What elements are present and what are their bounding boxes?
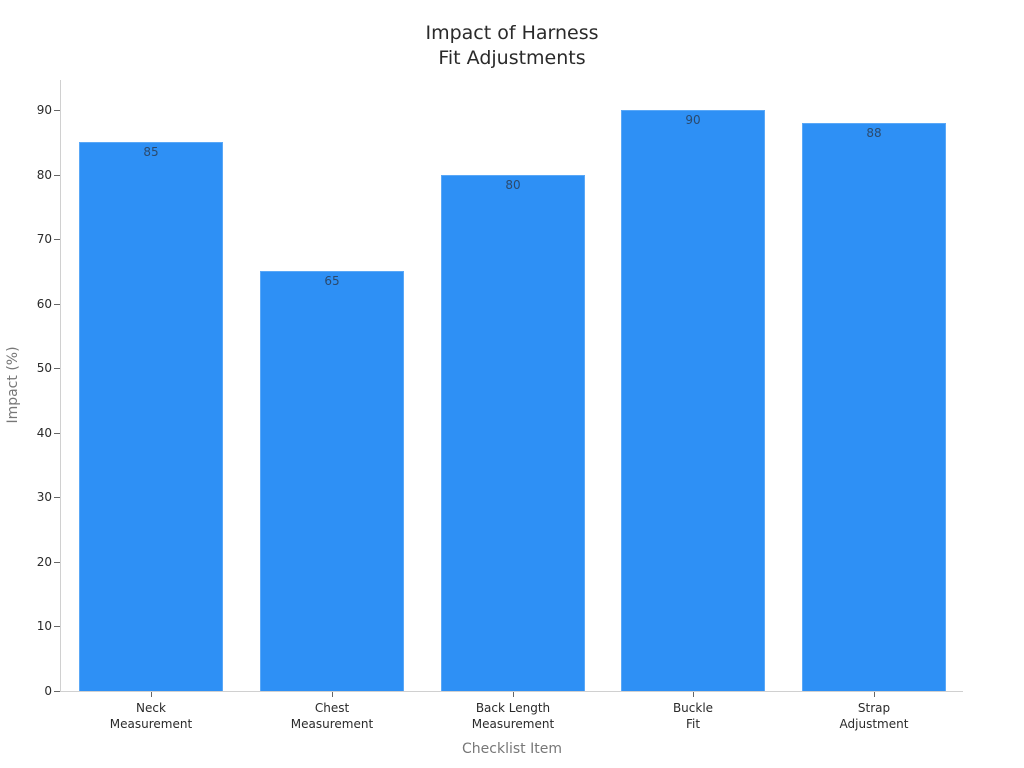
bar-neck-measurement: 85 xyxy=(79,142,223,691)
y-tick-label: 80 xyxy=(36,167,52,182)
x-tick-mark xyxy=(151,692,152,697)
y-tick-label: 90 xyxy=(36,103,52,117)
bar-value-label: 88 xyxy=(866,125,882,140)
y-tick-mark xyxy=(54,497,60,499)
y-tick-mark xyxy=(54,626,60,628)
x-axis-title: Checklist Item xyxy=(462,741,562,757)
chart-title: Impact of Harness Fit Adjustments xyxy=(0,21,1024,71)
y-tick-label: 40 xyxy=(36,425,52,440)
y-tick-label: 0 xyxy=(44,684,52,698)
x-tick-label-line: Adjustment xyxy=(839,717,909,731)
y-axis-title: Impact (%) xyxy=(5,346,21,424)
x-tick-label: Chest Measurement xyxy=(252,700,412,732)
y-tick-label: 70 xyxy=(36,232,52,247)
y-tick-label: 50 xyxy=(36,361,52,376)
y-tick-label: 10 xyxy=(36,619,52,634)
x-tick-label-line: Measurement xyxy=(109,717,193,731)
x-tick-label-line: Fit xyxy=(685,717,701,731)
x-tick-label: Neck Measurement xyxy=(71,700,231,732)
x-tick-label: Back Length Measurement xyxy=(433,700,593,732)
y-tick-mark xyxy=(54,561,60,563)
y-tick-mark xyxy=(54,432,60,434)
x-tick-label-line: Back Length xyxy=(475,701,551,715)
bar-value-label: 90 xyxy=(685,113,701,127)
bar-value-label: 80 xyxy=(505,177,521,192)
y-tick-mark xyxy=(54,239,60,241)
bar-value-label: 65 xyxy=(324,274,340,289)
y-tick-label: 30 xyxy=(36,490,52,505)
x-tick-label-line: Measurement xyxy=(471,717,555,731)
y-tick-mark xyxy=(54,303,60,305)
y-axis-line xyxy=(60,80,61,692)
x-tick-label: Buckle Fit xyxy=(613,700,773,732)
x-tick-mark xyxy=(693,692,694,697)
chart-title-line-1: Impact of Harness xyxy=(425,22,599,44)
bar-buckle-fit: 90 xyxy=(621,110,765,691)
x-axis-line xyxy=(60,691,963,692)
chart-title-line-2: Fit Adjustments xyxy=(438,47,586,69)
x-tick-mark xyxy=(874,692,875,697)
x-tick-mark xyxy=(332,692,333,697)
x-tick-label-line: Chest xyxy=(314,701,350,715)
x-tick-label: Strap Adjustment xyxy=(794,700,954,732)
y-tick-mark xyxy=(54,691,60,692)
x-tick-label-line: Measurement xyxy=(290,717,374,731)
bar-back-length-measurement: 80 xyxy=(441,174,585,691)
y-tick-mark xyxy=(54,110,60,111)
bar-value-label: 85 xyxy=(143,145,159,160)
y-tick-label: 60 xyxy=(36,296,52,311)
y-tick-mark xyxy=(54,174,60,176)
x-tick-mark xyxy=(513,692,514,697)
y-tick-label: 20 xyxy=(36,554,52,569)
x-tick-label-line: Neck xyxy=(136,701,166,715)
x-tick-label-line: Buckle xyxy=(672,701,714,715)
bar-strap-adjustment: 88 xyxy=(802,122,946,691)
x-tick-label-line: Strap xyxy=(857,701,891,715)
bar-chest-measurement: 65 xyxy=(260,271,404,691)
y-tick-mark xyxy=(54,368,60,370)
